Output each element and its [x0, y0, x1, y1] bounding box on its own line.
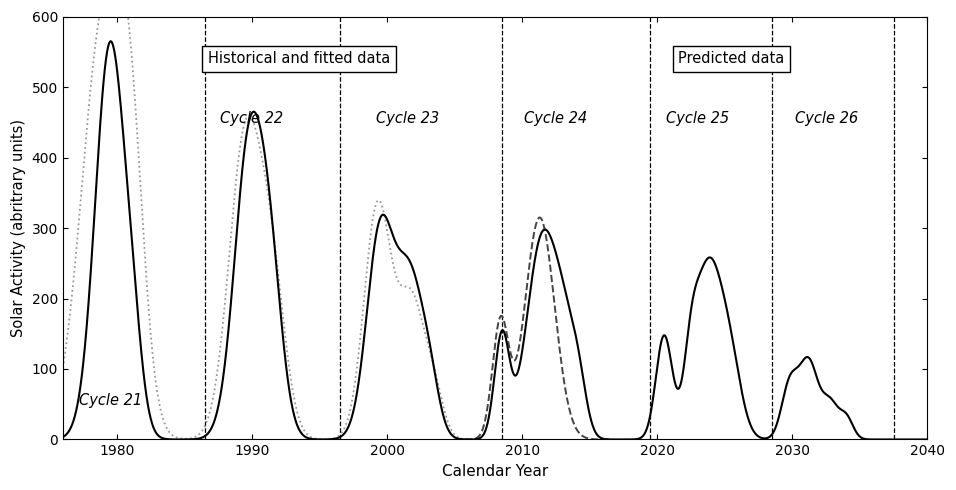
Text: Historical and fitted data: Historical and fitted data — [208, 51, 390, 67]
X-axis label: Calendar Year: Calendar Year — [442, 464, 549, 479]
Y-axis label: Solar Activity (abritrary units): Solar Activity (abritrary units) — [11, 119, 26, 337]
Text: Predicted data: Predicted data — [679, 51, 785, 67]
Text: Cycle 22: Cycle 22 — [221, 111, 284, 126]
Text: Cycle 23: Cycle 23 — [376, 111, 439, 126]
Text: Cycle 21: Cycle 21 — [78, 393, 141, 408]
Text: Cycle 24: Cycle 24 — [525, 111, 588, 126]
Text: Cycle 26: Cycle 26 — [794, 111, 858, 126]
Text: Cycle 25: Cycle 25 — [666, 111, 729, 126]
